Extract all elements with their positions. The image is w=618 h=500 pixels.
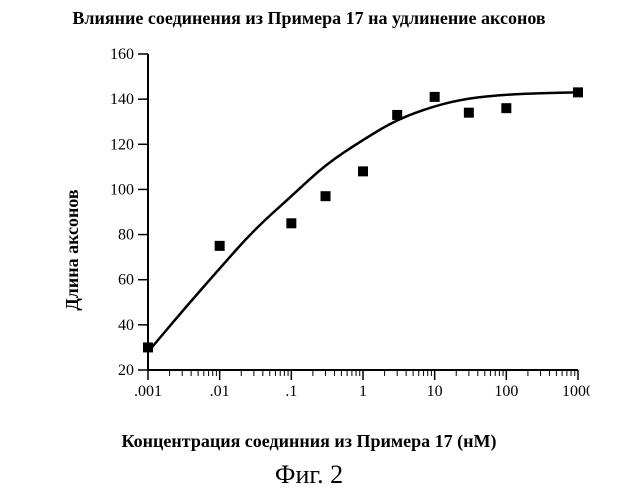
y-tick-label: 60 — [118, 272, 134, 289]
y-tick-label: 20 — [118, 362, 134, 379]
data-marker — [321, 191, 331, 201]
chart-title: Влияние соединения из Примера 17 на удли… — [0, 8, 618, 29]
data-marker — [573, 87, 583, 97]
fitted-curve — [148, 92, 578, 352]
data-marker — [430, 92, 440, 102]
x-tick-label: 100 — [494, 383, 518, 400]
x-tick-label: .01 — [210, 383, 230, 400]
y-tick-label: 160 — [110, 46, 134, 63]
y-tick-label: 100 — [110, 181, 134, 198]
y-tick-label: 40 — [118, 317, 134, 334]
figure-container: { "chart": { "type": "scatter-curve", "t… — [0, 0, 618, 500]
data-marker — [464, 108, 474, 118]
x-tick-label: .001 — [134, 383, 162, 400]
y-tick-label: 140 — [110, 91, 134, 108]
data-marker — [286, 218, 296, 228]
x-tick-label: 1 — [359, 383, 367, 400]
y-axis-label: Длина аксонов — [62, 189, 83, 310]
data-marker — [501, 103, 511, 113]
figure-label: Фиг. 2 — [0, 460, 618, 490]
data-marker — [143, 342, 153, 352]
data-marker — [358, 166, 368, 176]
x-tick-label: .1 — [285, 383, 297, 400]
data-marker — [215, 241, 225, 251]
y-tick-label: 80 — [118, 227, 134, 244]
data-marker — [392, 110, 402, 120]
x-axis-label: Концентрация соединния из Примера 17 (нМ… — [0, 431, 618, 452]
x-tick-label: 10 — [427, 383, 443, 400]
plot-area: 20 40 60 80 100 120 140 160 .001 .01 .1 1 10 100 1000 — [100, 44, 590, 404]
y-tick-label: 120 — [110, 136, 134, 153]
x-tick-label: 1000 — [562, 383, 590, 400]
